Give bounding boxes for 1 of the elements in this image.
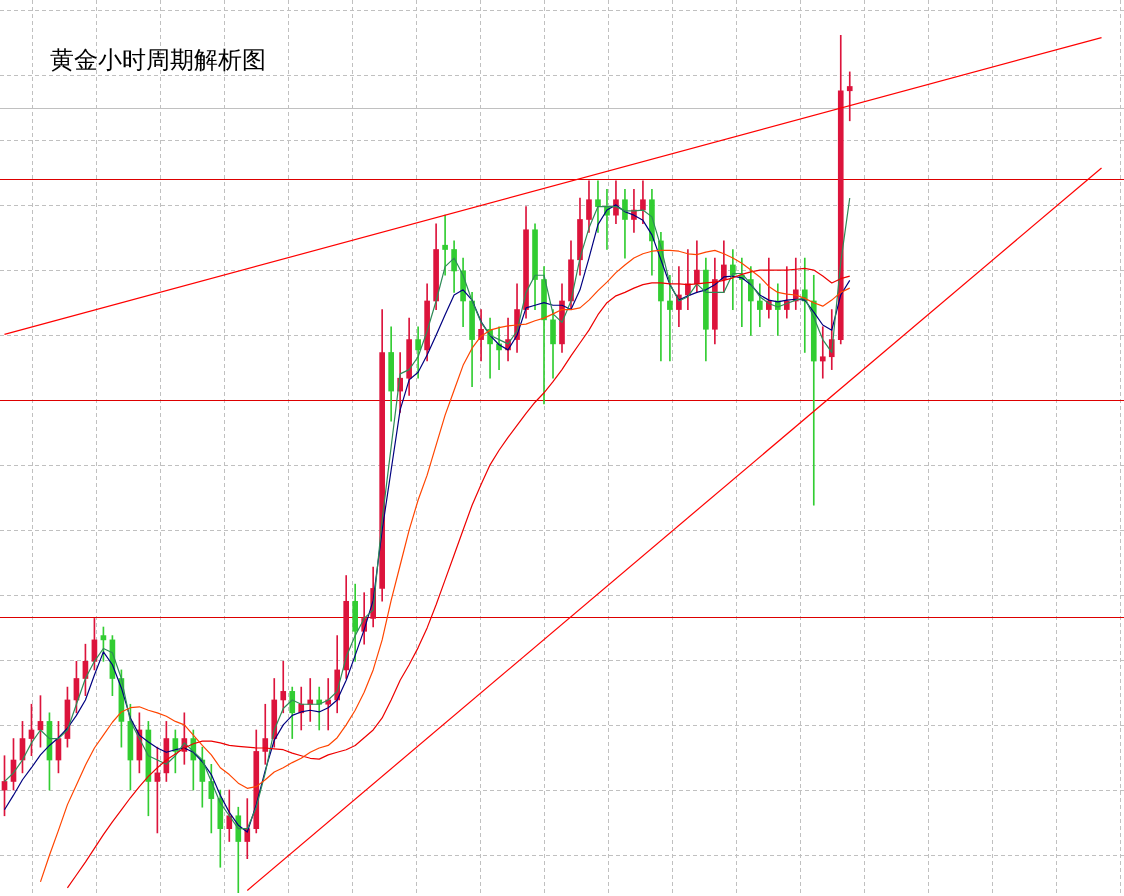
text: 黄金小时周期解析图 [50,45,266,76]
